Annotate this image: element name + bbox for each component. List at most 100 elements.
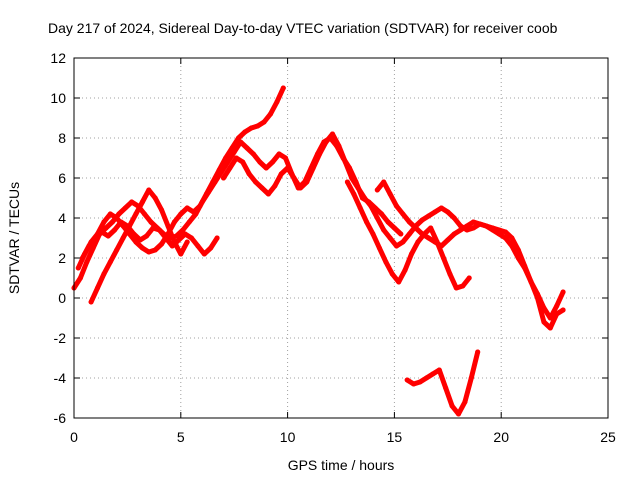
- data-point: [150, 225, 156, 231]
- data-point: [547, 315, 553, 321]
- chart-title: Day 217 of 2024, Sidereal Day-to-day VTE…: [48, 20, 558, 36]
- data-point: [109, 219, 115, 225]
- data-point: [144, 233, 150, 239]
- y-tick-label: 12: [50, 50, 66, 66]
- data-point: [283, 155, 288, 161]
- data-point: [394, 243, 399, 249]
- data-point: [278, 171, 284, 177]
- data-point: [406, 219, 412, 225]
- data-point: [165, 223, 171, 229]
- data-point: [342, 159, 348, 165]
- data-point: [159, 241, 165, 247]
- data-point: [95, 285, 100, 291]
- data-point: [229, 145, 235, 151]
- data-point: [522, 263, 528, 269]
- data-point: [374, 187, 380, 193]
- data-point: [216, 167, 222, 173]
- data-point: [274, 99, 280, 105]
- data-point: [146, 187, 152, 193]
- y-tick-label: -6: [54, 410, 67, 426]
- x-tick-label: 20: [493, 429, 509, 445]
- data-point: [182, 231, 188, 237]
- data-point: [114, 215, 120, 221]
- data-point: [432, 239, 438, 245]
- data-point: [103, 225, 109, 231]
- data-point: [355, 185, 361, 191]
- data-point: [376, 245, 382, 251]
- data-point: [389, 271, 395, 277]
- data-point: [84, 259, 90, 265]
- data-point: [503, 235, 508, 241]
- data-point: [75, 265, 81, 271]
- data-point: [148, 219, 154, 225]
- data-point: [394, 203, 399, 209]
- data-point: [430, 371, 436, 377]
- data-point: [547, 325, 553, 331]
- data-point: [257, 159, 263, 165]
- data-point: [174, 233, 179, 239]
- data-point: [381, 227, 387, 233]
- data-point: [156, 227, 162, 233]
- data-point: [189, 235, 194, 241]
- data-point: [255, 123, 261, 129]
- data-point: [554, 311, 560, 317]
- data-point: [406, 231, 412, 237]
- data-point: [178, 251, 184, 257]
- data-point: [445, 237, 451, 243]
- data-point: [477, 221, 483, 227]
- data-point: [490, 225, 496, 231]
- data-point: [80, 255, 85, 261]
- x-tick-label: 25: [600, 429, 616, 445]
- data-point: [208, 245, 214, 251]
- data-point: [261, 119, 267, 125]
- data-point: [178, 211, 184, 217]
- data-point: [203, 191, 209, 197]
- data-point: [112, 227, 118, 233]
- data-point: [503, 229, 508, 235]
- data-point: [470, 225, 476, 231]
- data-point: [129, 199, 135, 205]
- data-point: [248, 125, 254, 131]
- data-point: [432, 209, 438, 215]
- data-point: [400, 211, 406, 217]
- data-point: [402, 267, 408, 273]
- data-point: [107, 259, 113, 265]
- data-point: [535, 295, 540, 301]
- data-point: [152, 247, 158, 253]
- data-point: [270, 159, 276, 165]
- data-point: [90, 245, 96, 251]
- data-point: [310, 165, 316, 171]
- data-point: [223, 155, 229, 161]
- data-point: [285, 165, 291, 171]
- data-point: [210, 179, 216, 185]
- data-point: [180, 227, 186, 233]
- x-tick-label: 15: [387, 429, 403, 445]
- tick-layer: 0 5 10 15 20 25 -6 -4 -2 0 2 4 6 8 10 12: [50, 50, 616, 445]
- data-point: [423, 375, 429, 381]
- data-point: [400, 239, 406, 245]
- data-point: [131, 231, 137, 237]
- series-track-4: [88, 187, 190, 305]
- data-point: [201, 251, 207, 257]
- data-point: [374, 215, 380, 221]
- data-point: [330, 131, 335, 137]
- data-point: [438, 205, 444, 211]
- data-point: [458, 227, 464, 233]
- data-point: [163, 235, 169, 241]
- data-point: [398, 231, 404, 237]
- data-point: [137, 237, 143, 243]
- data-point: [351, 191, 357, 197]
- data-point: [171, 219, 177, 225]
- data-point: [265, 191, 271, 197]
- data-point: [528, 279, 534, 285]
- data-point: [77, 275, 83, 281]
- y-tick-label: 0: [58, 290, 66, 306]
- data-point: [357, 205, 363, 211]
- data-point: [383, 259, 389, 265]
- series-layer: [71, 85, 566, 417]
- data-point: [171, 239, 177, 245]
- data-point: [146, 249, 152, 255]
- data-point: [244, 145, 250, 151]
- data-point: [317, 151, 323, 157]
